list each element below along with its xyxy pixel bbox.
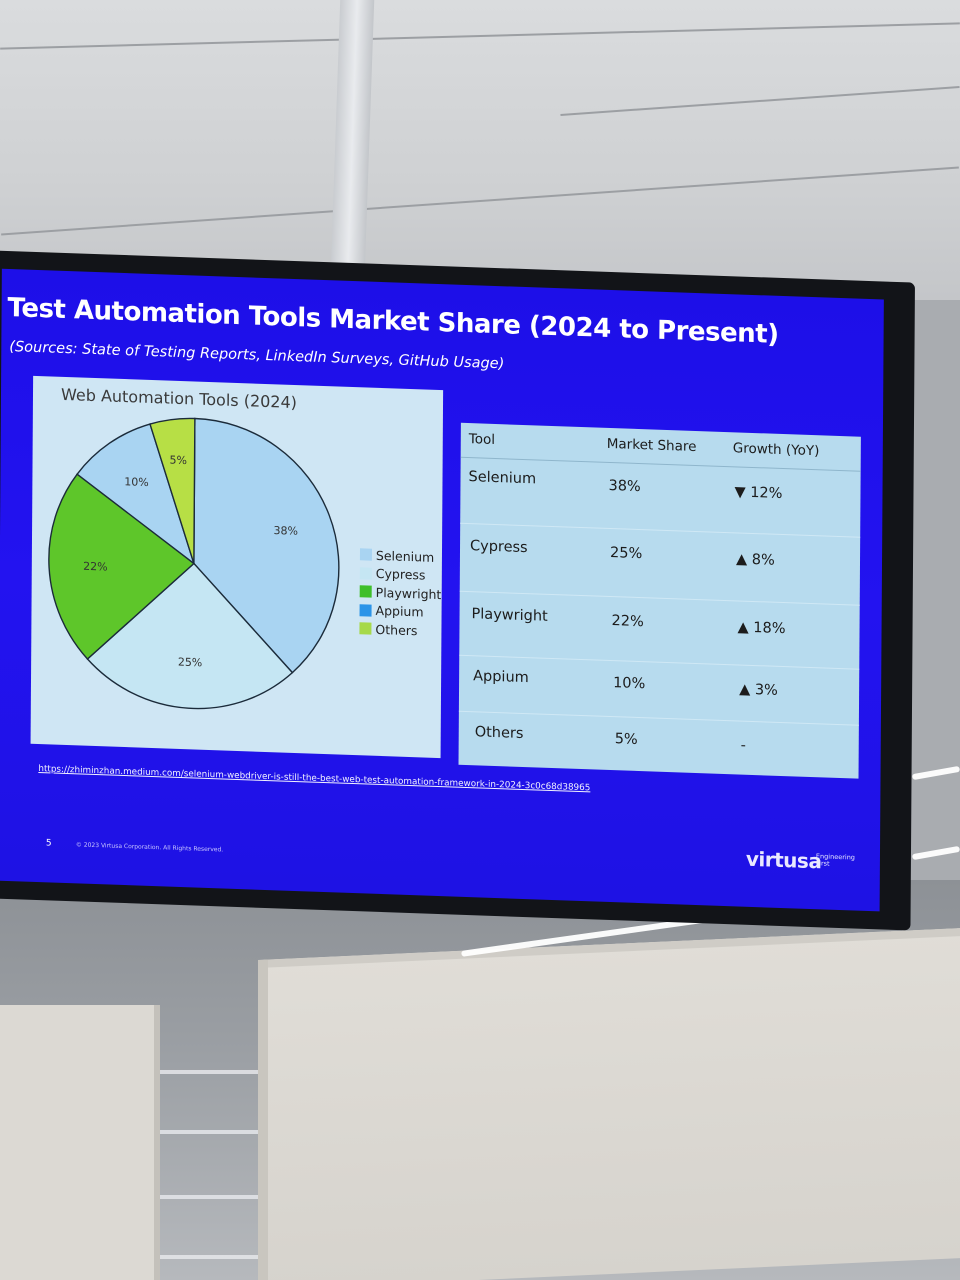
whiteboard-right xyxy=(258,927,960,1280)
wall-slat xyxy=(150,1070,270,1074)
cell-share: 22% xyxy=(611,613,644,631)
wall-slat xyxy=(150,1130,270,1134)
pie-chart: 38% 25% 22% 10% 5% xyxy=(48,417,340,710)
legend-label: Others xyxy=(375,621,418,639)
legend-swatch xyxy=(359,604,372,617)
legend-label: Appium xyxy=(375,603,424,620)
legend-swatch xyxy=(359,567,372,580)
data-label-appium: 10% xyxy=(124,475,149,489)
wall-slat xyxy=(150,1255,270,1259)
data-label-selenium: 38% xyxy=(274,524,299,538)
cell-tool: Others xyxy=(474,724,524,742)
wall-slat xyxy=(150,1195,270,1199)
light-glare xyxy=(911,765,960,781)
legend-label: Playwright xyxy=(375,584,442,602)
light-glare xyxy=(911,845,960,861)
cell-tool: Cypress xyxy=(469,538,528,557)
cell-share: 25% xyxy=(609,545,643,563)
header-market-share: Market Share xyxy=(606,435,697,456)
pie-slice-appium xyxy=(76,423,196,566)
cell-tool: Appium xyxy=(473,668,529,687)
ceiling xyxy=(0,0,960,300)
legend-swatch xyxy=(359,622,372,635)
pie-slice-selenium xyxy=(193,417,340,674)
market-share-table: Tool Market Share Growth (YoY) Selenium … xyxy=(458,422,861,780)
pie-slice-playwright xyxy=(48,473,195,661)
whiteboard-left xyxy=(0,1005,160,1280)
pie-slice-cypress xyxy=(86,562,294,710)
tv-monitor: Test Automation Tools Market Share (2024… xyxy=(0,250,915,931)
brand-tagline: Engineering First xyxy=(815,852,855,868)
data-label-others: 5% xyxy=(169,454,187,468)
source-link[interactable]: https://zhiminzhan.medium.com/selenium-w… xyxy=(38,764,591,794)
pie-slice-others xyxy=(149,417,196,564)
data-label-playwright: 22% xyxy=(83,560,108,574)
data-label-cypress: 25% xyxy=(178,655,203,669)
cell-share: 5% xyxy=(614,731,638,748)
legend-swatch xyxy=(359,548,372,561)
copyright-notice: © 2023 Virtusa Corporation. All Rights R… xyxy=(75,841,224,854)
cell-growth: ▲ 18% xyxy=(737,619,786,638)
legend-swatch xyxy=(359,585,372,598)
cell-tool: Selenium xyxy=(468,469,537,488)
cell-share: 38% xyxy=(608,477,641,496)
cell-growth: ▼ 12% xyxy=(734,484,783,503)
header-growth: Growth (YoY) xyxy=(732,440,820,460)
cell-growth: ▲ 3% xyxy=(739,681,778,699)
legend-label: Cypress xyxy=(375,566,426,583)
header-tool: Tool xyxy=(468,431,496,448)
page-number: 5 xyxy=(45,838,52,849)
legend-item-others: Others xyxy=(359,619,441,640)
cell-growth: ▲ 8% xyxy=(735,551,775,569)
pie-chart-panel: Web Automation Tools (2024) 38% 25% 22% 10%… xyxy=(30,375,444,759)
virtusa-logo: virtusa xyxy=(745,846,822,874)
cell-share: 10% xyxy=(613,675,646,693)
presentation-slide: Test Automation Tools Market Share (2024… xyxy=(0,268,884,912)
cell-tool: Playwright xyxy=(471,606,548,625)
legend-label: Selenium xyxy=(375,547,435,565)
slide-title: Test Automation Tools Market Share (2024… xyxy=(7,292,779,350)
chart-legend: Selenium Cypress Playwright Appium Others xyxy=(359,545,441,640)
slide-subtitle: (Sources: State of Testing Reports, Link… xyxy=(9,339,505,373)
cell-growth: - xyxy=(740,737,746,754)
